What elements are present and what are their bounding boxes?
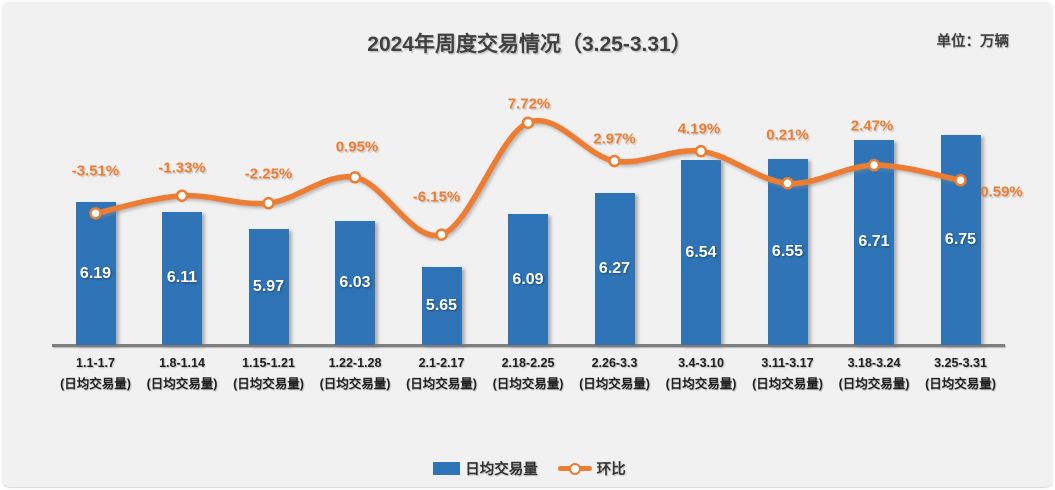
bar [681,160,721,345]
bar [508,214,548,345]
bar-value-label: 6.75 [944,231,977,248]
unit-label: 单位：万辆 [936,34,1010,50]
line-point-label: -2.25% [244,165,293,183]
bar-value-label: 6.09 [512,270,544,288]
bar-value-label: 6.03 [339,274,371,292]
x-tick-label: 1.22-1.28 (日均交易量) [319,356,391,391]
x-tick-label: 2.26-3.3 (日均交易量) [579,356,650,391]
bar [248,228,289,345]
bar [767,159,808,345]
line-point-label: 4.19% [677,120,721,138]
legend-item-line-series: 环比 [557,458,626,479]
line-marker [954,173,967,187]
x-tick-label: 1.8-1.14 (日均交易量) [146,356,218,391]
bar [940,135,981,345]
chart-title: 2024年周度交易情况（3.25-3.31） [367,33,692,56]
line-point-label: 0.59% [980,183,1023,201]
x-tick-label: 1.15-1.21 (日均交易量) [233,356,304,391]
line-marker [348,171,362,184]
bar-value-label: 6.27 [598,259,631,277]
legend-label-bar-series: 日均交易量 [465,462,538,478]
line-point-label: 2.97% [593,130,636,148]
bar-value-label: 6.19 [79,264,112,282]
bar [162,211,202,345]
x-tick-label: 2.1-2.17 (日均交易量) [406,356,477,391]
line-marker [262,196,275,210]
bar [594,192,635,345]
line-marker [435,228,448,241]
line-marker [867,158,881,172]
bar-value-label: 6.71 [858,233,890,251]
line-marker [521,116,535,129]
line-point-label: -6.15% [412,188,461,206]
x-tick-label: 2.18-2.25 (日均交易量) [492,356,564,391]
bar [335,221,375,345]
line-point-label: -3.51% [71,162,120,180]
line-marker [694,144,708,158]
line-point-label: 2.47% [850,117,894,135]
bar-value-label: 6.11 [166,269,198,287]
x-axis-line [52,344,1005,347]
x-tick-label: 3.18-3.24 (日均交易量) [838,356,910,391]
line-point-label: 0.21% [766,126,809,144]
line-point-label: 0.95% [335,138,379,156]
bar [854,139,894,345]
bar [75,202,116,345]
x-tick-label: 1.1-1.7 (日均交易量) [60,356,131,391]
bar-value-label: 5.65 [425,297,458,314]
x-tick-label: 3.11-3.17 (日均交易量) [752,356,823,391]
line-point-label: 7.72% [507,95,551,113]
x-tick-label: 3.25-3.31 (日均交易量) [925,356,996,391]
bar-value-label: 5.97 [252,277,285,295]
line-marker-icon [568,462,581,475]
line-series-swatch-icon [557,462,592,475]
bar-series-swatch-icon [433,462,461,475]
bar-value-label: 6.54 [685,243,717,261]
legend: 日均交易量 环比 [2,458,1053,479]
legend-item-bar-series: 日均交易量 [433,458,538,479]
bar-value-label: 6.55 [771,243,804,260]
bar [421,267,462,345]
line-marker [89,207,102,220]
line-marker [781,177,794,190]
trend-line [92,117,964,239]
line-point-label: -1.33% [158,159,206,177]
line-marker [175,189,189,202]
x-tick-label: 3.4-3.10 (日均交易量) [665,356,737,391]
line-marker [608,154,621,168]
legend-label-line-series: 环比 [596,462,626,478]
